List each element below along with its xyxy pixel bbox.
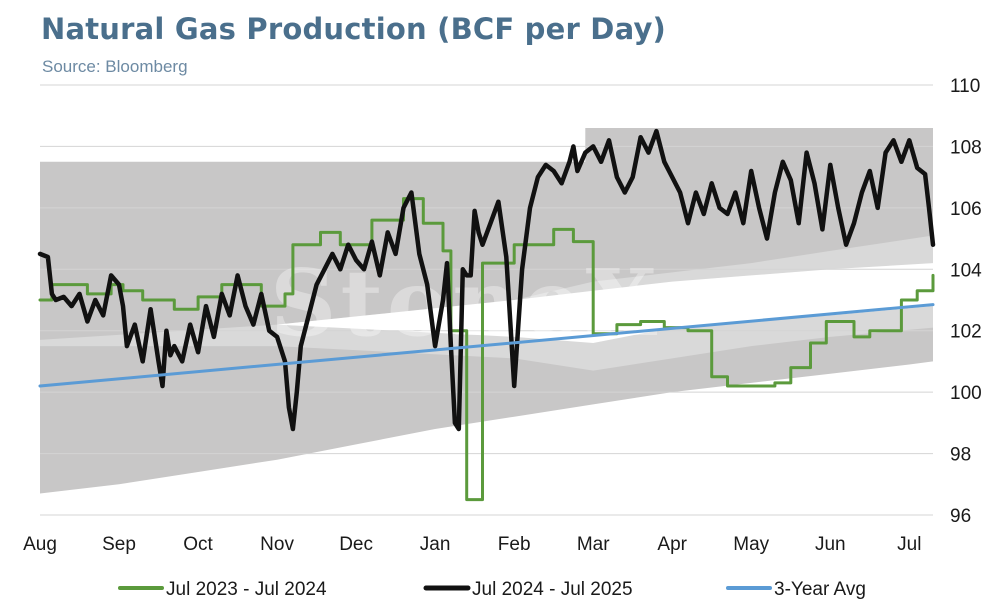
x-tick-label: Dec [339, 534, 373, 555]
range-core [40, 263, 933, 343]
chart-subtitle: Source: Bloomberg [42, 57, 188, 76]
y-tick-label: 102 [950, 322, 982, 343]
legend: Jul 2023 - Jul 2024 Jul 2024 - Jul 2025 3-… [118, 579, 866, 600]
x-tick-label: Sep [102, 534, 136, 555]
series-line-1 [38, 197, 935, 502]
y-tick-label: 108 [950, 137, 982, 158]
chart-title: Natural Gas Production (BCF per Day) [41, 12, 667, 46]
series-line-3 [38, 303, 935, 388]
y-tick-label: 104 [950, 260, 982, 281]
x-tick-label: Jan [420, 534, 451, 555]
x-tick-label: Mar [577, 534, 610, 555]
y-tick-label: 96 [950, 506, 971, 527]
x-tick-label: Jun [815, 534, 846, 555]
x-tick-label: May [733, 534, 769, 555]
legend-label: Jul 2023 - Jul 2024 [166, 579, 327, 600]
gridlines [40, 84, 933, 516]
x-axis: Aug Sep Oct Nov Dec Jan Feb Mar Apr May Jun Jul [23, 534, 921, 555]
series-line-2 [37, 128, 936, 432]
y-tick-label: 106 [950, 199, 982, 220]
y-tick-label: 110 [950, 76, 980, 97]
x-tick-label: Apr [657, 534, 687, 555]
y-tick-label: 98 [950, 445, 971, 466]
x-tick-label: Oct [183, 534, 213, 555]
x-tick-label: Jul [897, 534, 921, 555]
y-axis: 96 98 100 102 104 106 108 110 [950, 76, 982, 527]
y-tick-label: 100 [950, 383, 982, 404]
legend-label: 3-Year Avg [774, 579, 866, 600]
x-tick-label: Feb [498, 534, 531, 555]
series-lines [37, 128, 936, 502]
x-tick-label: Aug [23, 534, 57, 555]
legend-label: Jul 2024 - Jul 2025 [472, 579, 633, 600]
x-tick-label: Nov [260, 534, 294, 555]
